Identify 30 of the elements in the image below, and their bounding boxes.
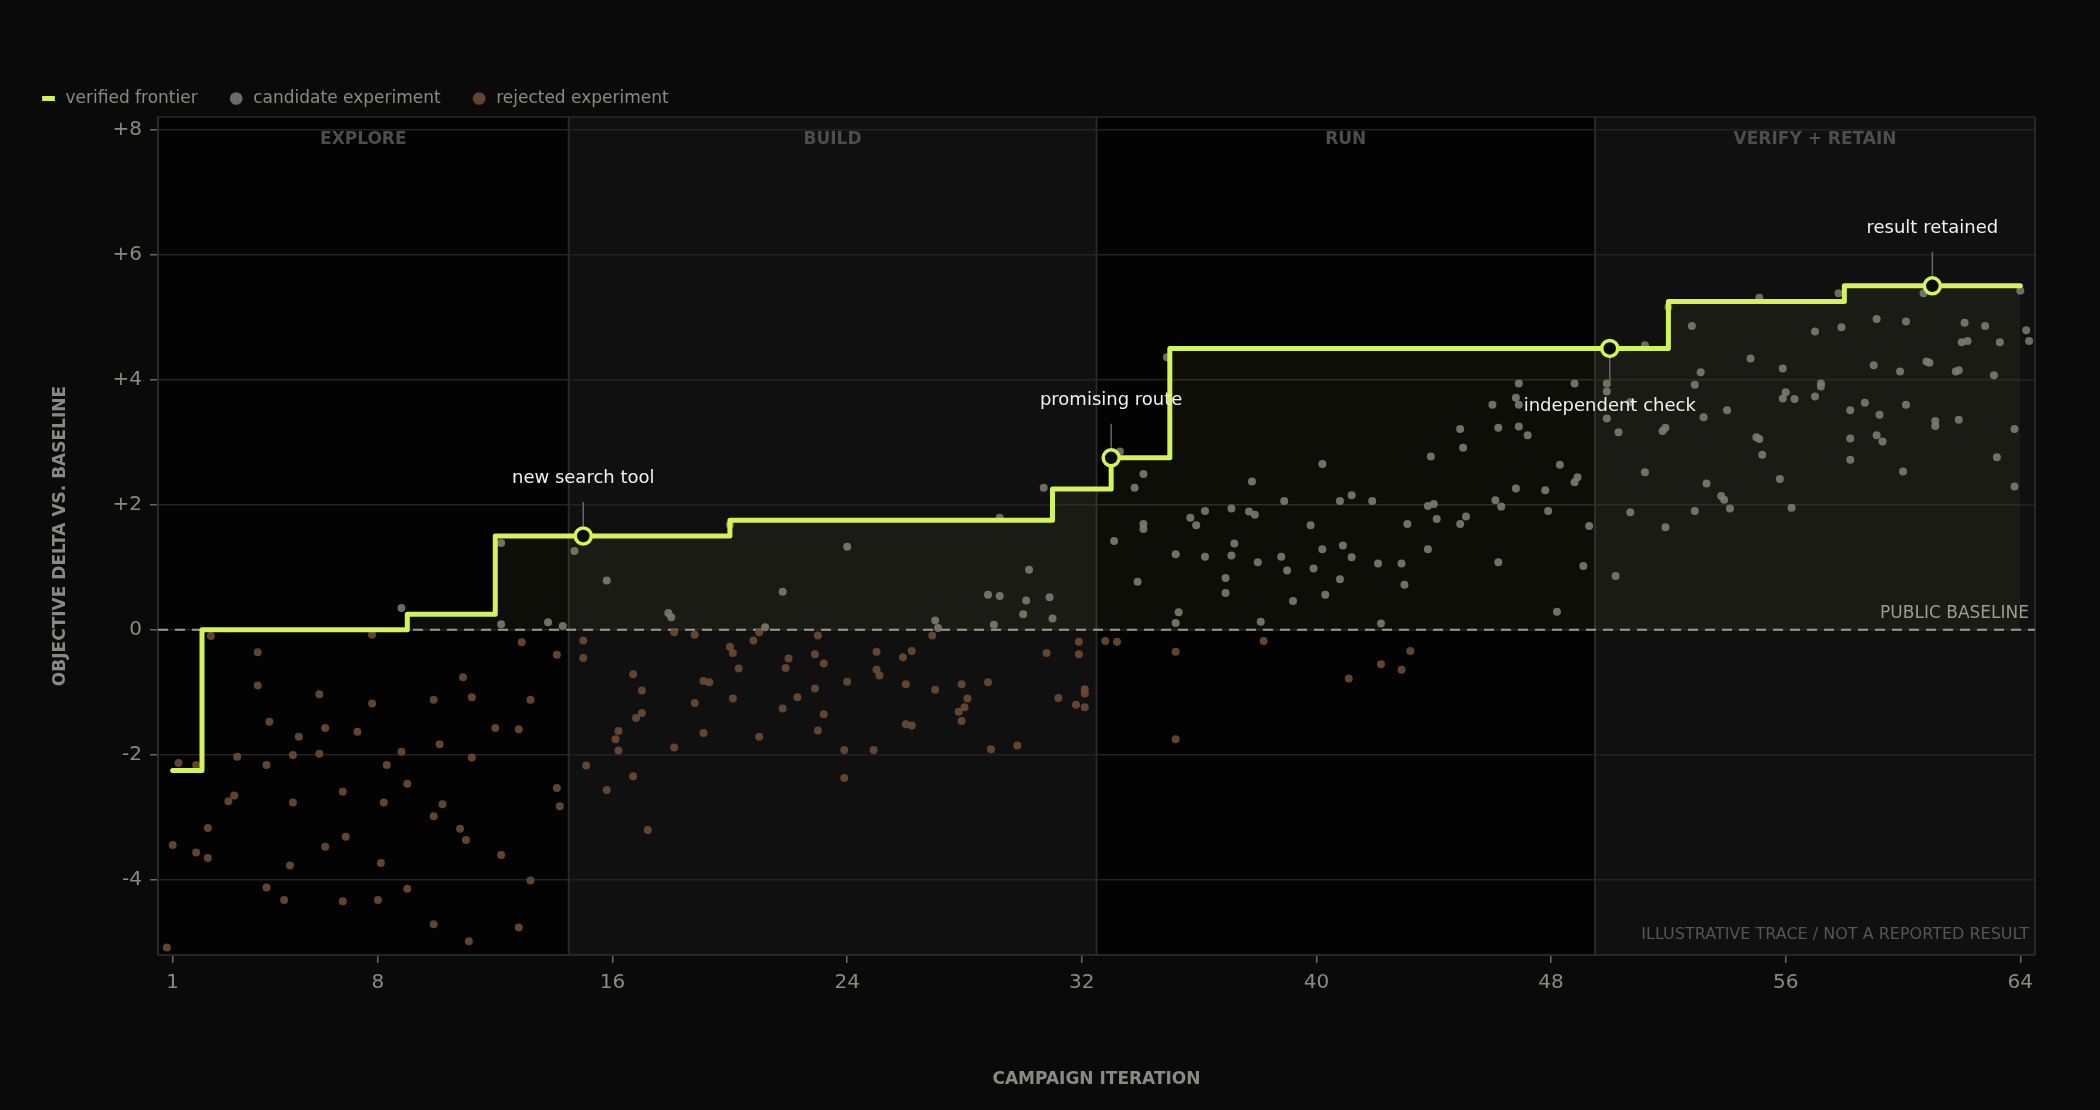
legend-label: candidate experiment: [253, 86, 441, 107]
x-axis-title: CAMPAIGN ITERATION: [992, 1068, 1201, 1089]
band-label: RUN: [1325, 127, 1367, 148]
annotation: result retained: [1866, 215, 1999, 237]
legend-label: rejected experiment: [496, 86, 670, 107]
x-tick-label: 56: [1772, 969, 1799, 994]
y-axis-title: OBJECTIVE DELTA VS. BASELINE: [48, 385, 69, 687]
legend-label: verified frontier: [65, 86, 198, 107]
x-tick-label: 16: [599, 969, 626, 994]
band-label: EXPLORE: [320, 127, 407, 148]
x-tick-label: 1: [166, 969, 180, 994]
y-tick-label: -2: [122, 741, 142, 766]
band-label: BUILD: [803, 127, 862, 148]
x-tick-label: 64: [2007, 969, 2034, 994]
annotation: ILLUSTRATIVE TRACE / NOT A REPORTED RESULT: [1641, 924, 2030, 944]
y-tick-label: -4: [122, 866, 142, 891]
y-tick-label: 0: [129, 616, 142, 641]
annotation: new search tool: [511, 465, 655, 487]
y-tick-label: +4: [112, 365, 142, 390]
x-tick-label: 40: [1303, 969, 1330, 994]
y-tick-label: +8: [112, 115, 142, 140]
annotation: independent check: [1523, 394, 1697, 416]
x-tick-label: 8: [371, 969, 385, 994]
x-tick-label: 48: [1538, 969, 1564, 994]
y-tick-label: +6: [112, 240, 142, 265]
ref-line-label: PUBLIC BASELINE: [1880, 601, 2029, 622]
x-tick-label: 24: [834, 969, 860, 994]
x-tick-label: 32: [1069, 969, 1095, 994]
y-tick-label: +2: [112, 490, 142, 515]
band-label: VERIFY + RETAIN: [1733, 127, 1897, 148]
